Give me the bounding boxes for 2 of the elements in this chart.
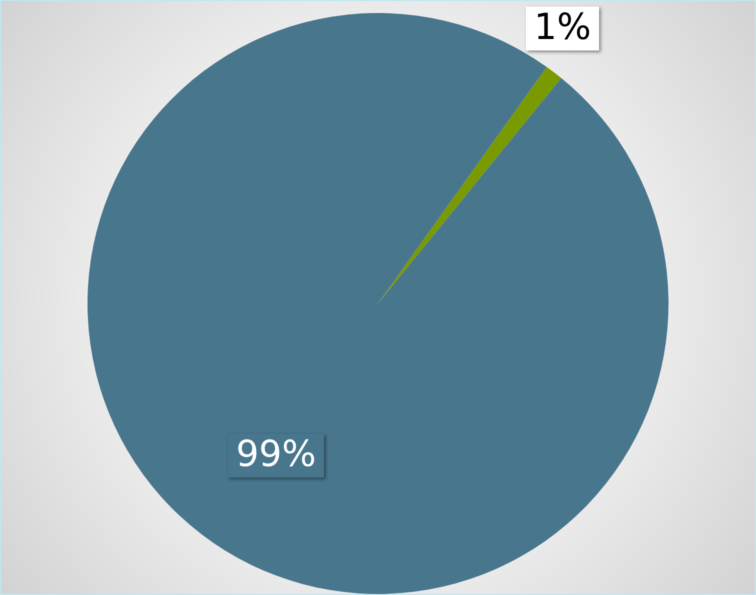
data-label: 99% [236, 434, 316, 475]
data-label: 1% [534, 6, 592, 48]
